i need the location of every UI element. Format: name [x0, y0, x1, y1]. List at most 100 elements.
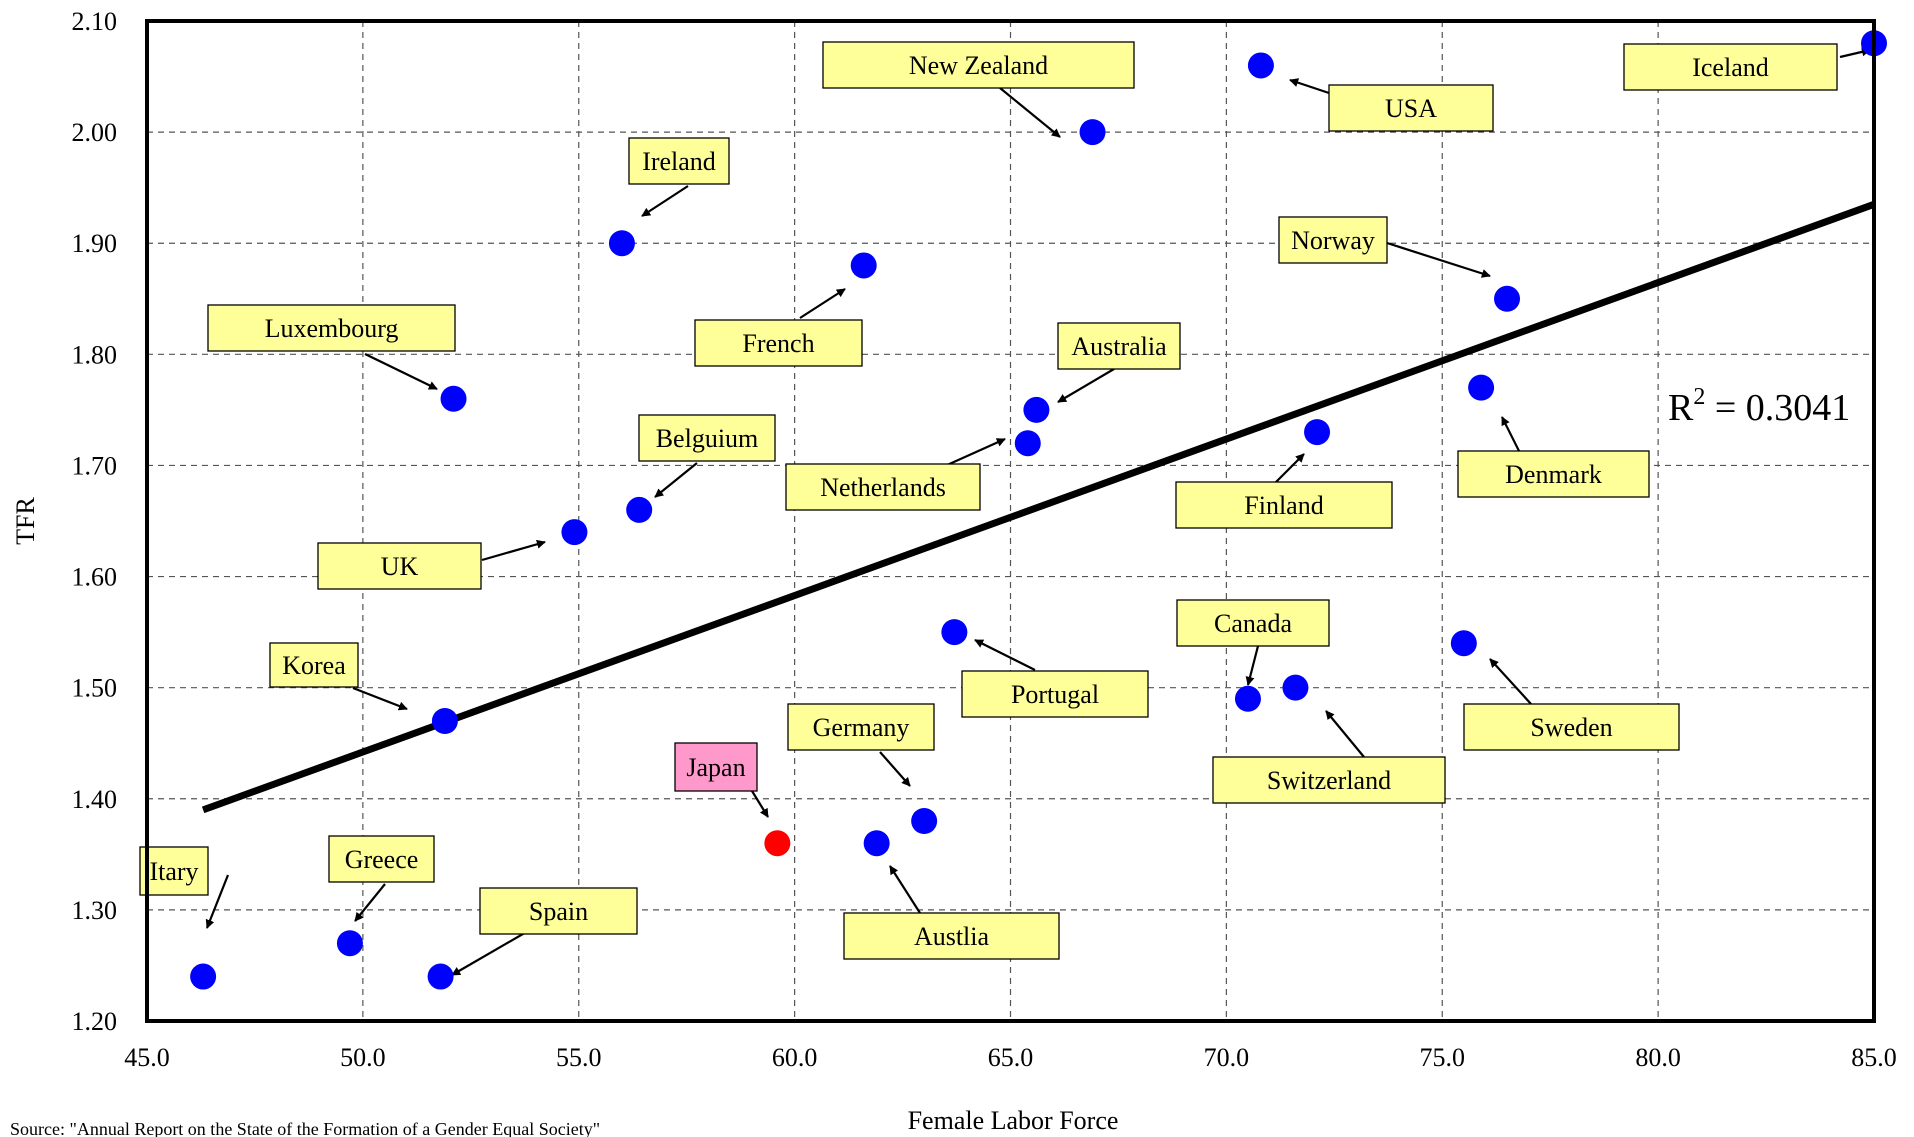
data-point — [1282, 674, 1309, 701]
label-arrow — [1245, 645, 1260, 686]
label-arrow — [364, 353, 438, 390]
y-tick-label: 1.30 — [72, 896, 118, 925]
tick-labels: 45.0 50.0 55.0 60.0 65.0 70.0 75.0 80.0 85.0 1.20… — [72, 7, 1897, 1072]
x-tick-label: 45.0 — [124, 1043, 170, 1072]
point-label: Itary — [149, 857, 198, 886]
y-tick-label: 1.80 — [72, 340, 118, 369]
label-arrow — [751, 790, 769, 818]
point-label: USA — [1385, 94, 1437, 123]
r-squared-base: R — [1668, 387, 1694, 429]
point-label-box — [1278, 216, 1388, 264]
plot-frame — [145, 19, 1876, 1023]
label-arrows — [205, 47, 1871, 976]
point-label-box — [479, 887, 638, 935]
r-squared-value: = 0.3041 — [1705, 387, 1850, 429]
point-label-box — [638, 414, 776, 462]
y-tick-label: 2.00 — [72, 118, 118, 147]
trendline-group — [201, 201, 1876, 814]
data-point — [1014, 430, 1041, 457]
data-point — [1494, 285, 1521, 312]
point-label: Korea — [282, 651, 346, 680]
point-label: Switzerland — [1267, 766, 1391, 795]
x-tick-label: 80.0 — [1635, 1043, 1681, 1072]
x-tick-label: 60.0 — [772, 1043, 818, 1072]
point-label-box — [1463, 703, 1680, 751]
point-label: French — [742, 329, 814, 358]
point-label: Australia — [1071, 332, 1167, 361]
label-arrow — [879, 751, 911, 787]
y-tick-label: 2.10 — [72, 7, 118, 36]
data-point — [1247, 52, 1274, 79]
point-label: Canada — [1214, 609, 1292, 638]
data-point — [431, 708, 458, 734]
data-point — [608, 230, 635, 257]
label-arrow — [205, 874, 230, 929]
point-label-box — [1212, 756, 1446, 804]
point-label: Denmark — [1505, 460, 1602, 489]
data-point — [1304, 419, 1331, 446]
point-label-box — [843, 912, 1060, 960]
x-axis-label: Female Labor Force — [908, 1106, 1119, 1135]
data-point — [764, 830, 791, 857]
point-label-box — [139, 846, 209, 896]
y-tick-label: 1.20 — [72, 1007, 118, 1036]
point-label: Iceland — [1692, 53, 1769, 82]
point-label-box — [694, 319, 863, 367]
point-label-box — [1623, 43, 1838, 91]
point-label-box — [1176, 599, 1330, 647]
point-labels: Itary Greece Spain Korea Luxembourg UK Belguiu… — [139, 41, 1838, 960]
label-arrow — [1057, 368, 1115, 403]
point-label: Ireland — [642, 147, 716, 176]
point-label: New Zealand — [909, 51, 1048, 80]
data-point — [1234, 685, 1261, 712]
y-tick-label: 1.90 — [72, 229, 118, 258]
label-arrow — [1289, 78, 1333, 96]
point-label: Norway — [1291, 226, 1375, 255]
r-squared-annotation: R2 = 0.3041 — [1668, 384, 1850, 429]
y-tick-label: 1.60 — [72, 563, 118, 592]
data-point — [561, 519, 588, 546]
source-note: Source: "Annual Report on the State of t… — [10, 1119, 600, 1137]
point-label-box — [1057, 322, 1181, 370]
data-point — [941, 619, 968, 646]
point-label: Finland — [1244, 491, 1323, 520]
x-tick-label: 65.0 — [988, 1043, 1034, 1072]
data-point — [1023, 396, 1050, 423]
label-arrow — [451, 926, 536, 976]
y-axis-label: TFR — [11, 497, 40, 545]
x-tick-label: 85.0 — [1851, 1043, 1897, 1072]
x-tick-label: 50.0 — [340, 1043, 386, 1072]
data-point — [911, 808, 938, 834]
point-label: UK — [381, 552, 419, 581]
point-label: Portugal — [1011, 680, 1099, 709]
label-arrow — [1386, 241, 1491, 278]
point-label-box — [787, 703, 935, 751]
point-label-box — [207, 304, 456, 352]
point-label: Netherlands — [820, 473, 946, 502]
point-label: Spain — [529, 897, 588, 926]
y-tick-label: 1.40 — [72, 785, 118, 814]
point-label: Luxembourg — [265, 314, 399, 343]
x-tick-label: 75.0 — [1420, 1043, 1466, 1072]
data-point — [1450, 630, 1477, 657]
label-arrow — [352, 686, 408, 711]
point-label-box — [1457, 450, 1650, 498]
point-label-box — [785, 463, 981, 511]
point-label-box — [317, 542, 482, 590]
y-tick-label: 1.50 — [72, 674, 118, 703]
point-label-box — [328, 835, 435, 883]
point-label-box — [628, 137, 730, 185]
label-arrow — [1501, 416, 1520, 452]
data-point — [1079, 119, 1106, 146]
label-arrow — [974, 639, 1036, 671]
label-arrow — [999, 87, 1061, 138]
point-label-box — [1175, 481, 1393, 529]
point-label: Germany — [813, 713, 910, 742]
data-point — [863, 830, 890, 857]
point-label-box — [269, 642, 359, 688]
point-label: Sweden — [1530, 713, 1612, 742]
label-arrow — [889, 865, 921, 914]
point-label-box — [961, 670, 1149, 718]
y-tick-label: 1.70 — [72, 451, 118, 480]
